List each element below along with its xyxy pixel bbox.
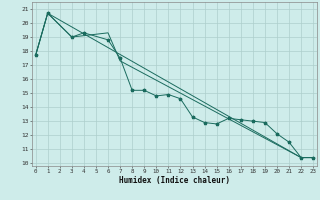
X-axis label: Humidex (Indice chaleur): Humidex (Indice chaleur) (119, 176, 230, 185)
